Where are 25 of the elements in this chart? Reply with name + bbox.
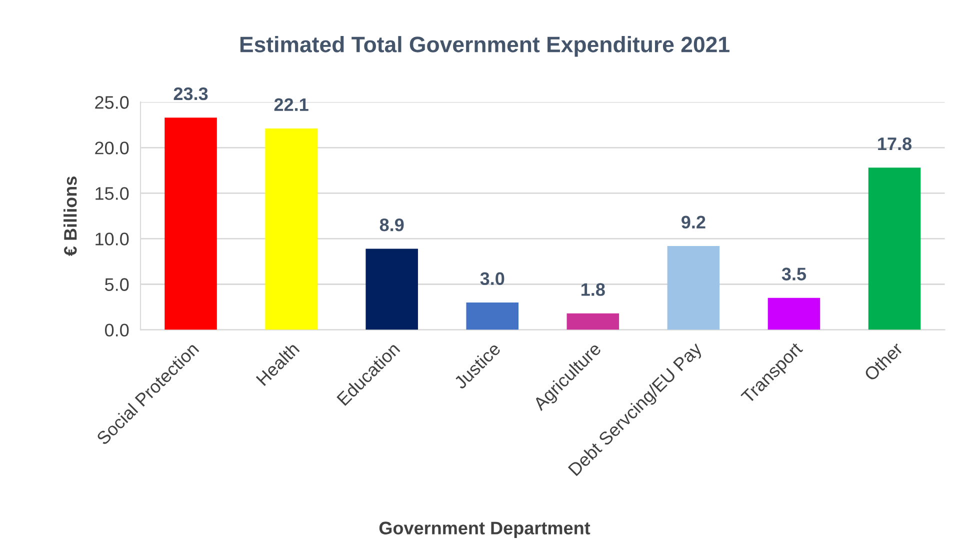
y-tick-label: 10.0 (96, 232, 129, 246)
bar (667, 246, 720, 330)
bar (768, 298, 820, 330)
data-label: 17.8 (878, 137, 912, 150)
bar (868, 168, 921, 330)
y-tick-label: 5.0 (105, 278, 129, 291)
y-tick-label: 0.0 (105, 324, 129, 337)
data-label: 22.1 (274, 98, 308, 111)
y-tick-label: 20.0 (95, 142, 129, 154)
bar (466, 302, 519, 330)
data-label: 3.0 (480, 272, 504, 286)
data-label: 1.8 (581, 283, 605, 296)
bar (164, 118, 217, 330)
data-label: 9.2 (682, 216, 706, 229)
data-label: 3.5 (782, 268, 806, 280)
chart-title: Estimated Total Government Expenditure 2021 (240, 36, 730, 57)
data-label: 8.9 (380, 218, 404, 232)
bar (366, 248, 418, 330)
bar (566, 313, 620, 330)
y-tick-label: 15.0 (96, 187, 129, 200)
bar (265, 128, 318, 330)
y-axis-title: € Billions (64, 176, 77, 256)
data-label: 23.3 (174, 87, 208, 100)
y-tick-label: 25.0 (95, 96, 129, 109)
x-axis-title: Government Department (379, 522, 590, 538)
